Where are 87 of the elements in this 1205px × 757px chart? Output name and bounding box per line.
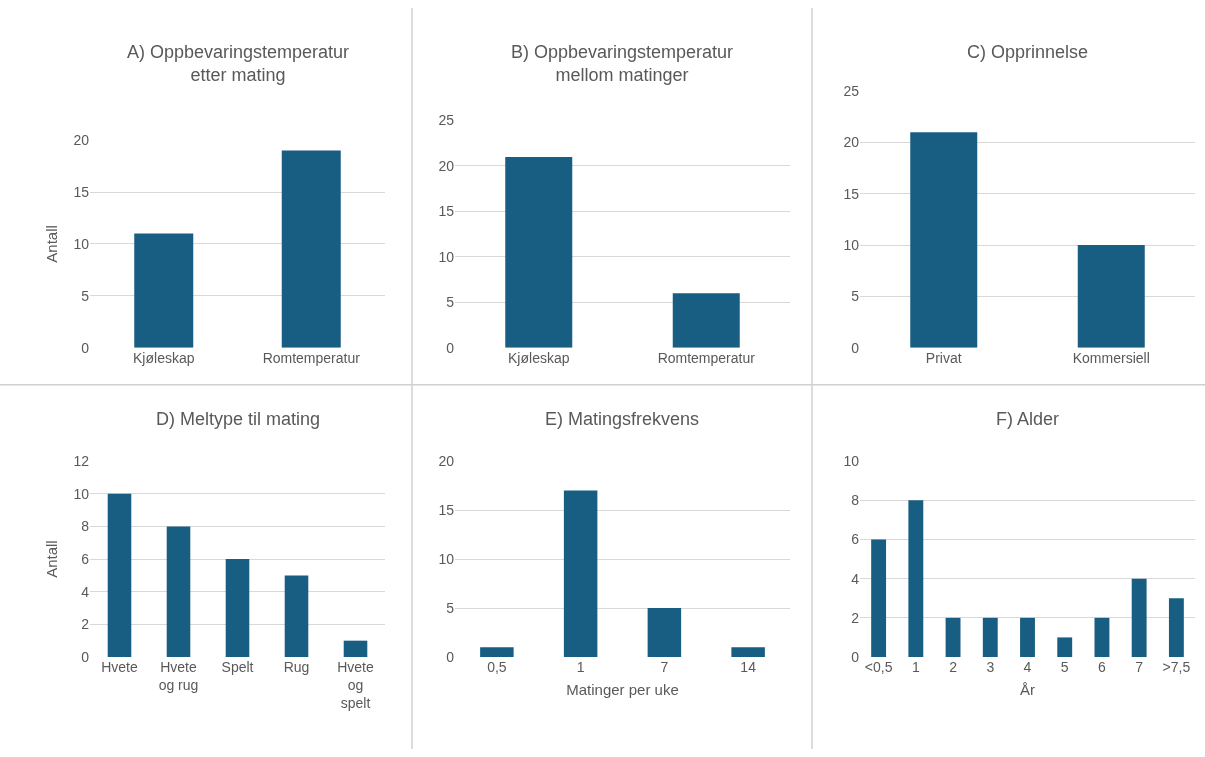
- bar: [982, 617, 998, 657]
- chart-title: E) Matingsfrekvens: [545, 409, 700, 429]
- x-tick-label: Hvete: [101, 658, 138, 675]
- x-tick-label: Spelt: [221, 658, 254, 675]
- x-tick-label: 2: [949, 658, 958, 675]
- x-tick-label: Hvete og spelt: [337, 658, 374, 712]
- bar: [1020, 617, 1035, 657]
- chart-title: F) Alder: [996, 409, 1060, 429]
- y-tick-label: 0: [851, 339, 860, 356]
- y-tick-label: 5: [446, 294, 455, 311]
- y-tick-label: 15: [438, 203, 455, 220]
- y-tick-label: 0: [446, 339, 455, 356]
- y-tick-label: 15: [438, 502, 455, 519]
- x-tick-label: Romtemperatur: [657, 349, 756, 366]
- bar: [1131, 578, 1147, 657]
- x-tick-label: Kjøleskap: [133, 349, 195, 366]
- y-axis-title: Antall: [42, 540, 60, 578]
- x-tick-label: 5: [1060, 658, 1069, 675]
- y-tick-label: 10: [438, 248, 455, 265]
- x-tick-label: Kommersiell: [1072, 349, 1150, 366]
- bar: [343, 640, 368, 657]
- y-tick-label: 10: [843, 453, 860, 470]
- y-tick-label: 4: [81, 583, 90, 600]
- bar: [225, 559, 250, 657]
- y-tick-label: 0: [81, 339, 90, 356]
- x-tick-label: 6: [1098, 658, 1107, 675]
- y-tick-label: 5: [851, 288, 860, 305]
- bar: [731, 647, 765, 657]
- bar: [107, 493, 132, 657]
- y-tick-label: 5: [81, 287, 90, 304]
- x-tick-label: Hvete og rug: [158, 658, 199, 694]
- y-tick-label: 25: [438, 112, 455, 129]
- x-tick-label: 3: [986, 658, 995, 675]
- y-tick-label: 8: [81, 518, 90, 535]
- bar: [945, 617, 961, 657]
- bar: [647, 608, 682, 657]
- y-tick-label: 15: [843, 185, 860, 202]
- y-tick-label: 12: [73, 453, 90, 470]
- bar: [871, 539, 887, 657]
- x-tick-label: 1: [911, 658, 920, 675]
- y-tick-label: 8: [851, 492, 860, 509]
- bar: [563, 490, 598, 657]
- y-tick-label: 2: [851, 609, 860, 626]
- y-tick-label: 25: [843, 83, 860, 100]
- bar: [908, 500, 924, 657]
- y-tick-label: 6: [851, 531, 860, 548]
- chart-title: C) Opprinnelse: [967, 42, 1089, 62]
- y-tick-label: 0: [81, 648, 90, 665]
- chart-title: B) Oppbevaringstemperatur mellom matinger: [511, 42, 734, 86]
- y-tick-label: 10: [438, 551, 455, 567]
- bar: [284, 575, 309, 657]
- x-tick-label: Privat: [925, 349, 962, 366]
- chart-title: A) Oppbevaringstemperatur etter mating: [127, 42, 350, 86]
- bar: [1094, 617, 1110, 657]
- y-tick-label: 10: [73, 235, 90, 252]
- y-tick-label: 20: [438, 157, 455, 174]
- y-tick-label: 0: [851, 648, 860, 665]
- x-tick-label: Rug: [283, 658, 310, 675]
- y-tick-label: 20: [73, 132, 90, 149]
- y-tick-label: 2: [81, 616, 90, 633]
- x-axis-title: År: [1020, 680, 1035, 698]
- y-tick-label: 10: [73, 485, 90, 502]
- x-tick-label: Romtemperatur: [262, 349, 361, 366]
- x-tick-label: Kjøleskap: [508, 349, 570, 366]
- y-tick-label: 20: [843, 134, 860, 151]
- chart-title: D) Meltype til mating: [156, 409, 321, 429]
- y-tick-label: 10: [843, 236, 860, 253]
- y-axis-title: Antall: [42, 225, 60, 263]
- y-tick-label: 6: [81, 551, 90, 567]
- x-tick-label: 7: [1135, 658, 1144, 675]
- x-tick-label: 14: [740, 658, 757, 675]
- x-tick-label: 0,5: [487, 658, 507, 675]
- x-axis-title: Matinger per uke: [566, 680, 679, 698]
- x-tick-label: <0,5: [864, 658, 893, 675]
- x-tick-label: >7,5: [1162, 658, 1191, 675]
- y-tick-label: 4: [851, 570, 860, 587]
- x-tick-label: 1: [576, 658, 585, 675]
- y-tick-label: 20: [438, 453, 455, 470]
- bar: [1057, 637, 1073, 657]
- x-tick-label: 7: [660, 658, 669, 675]
- y-tick-label: 15: [73, 183, 90, 200]
- bar: [166, 526, 191, 657]
- y-tick-label: 0: [446, 648, 455, 665]
- bar: [480, 647, 514, 657]
- x-tick-label: 4: [1023, 658, 1032, 675]
- y-tick-label: 5: [446, 599, 455, 616]
- bar: [1168, 598, 1184, 657]
